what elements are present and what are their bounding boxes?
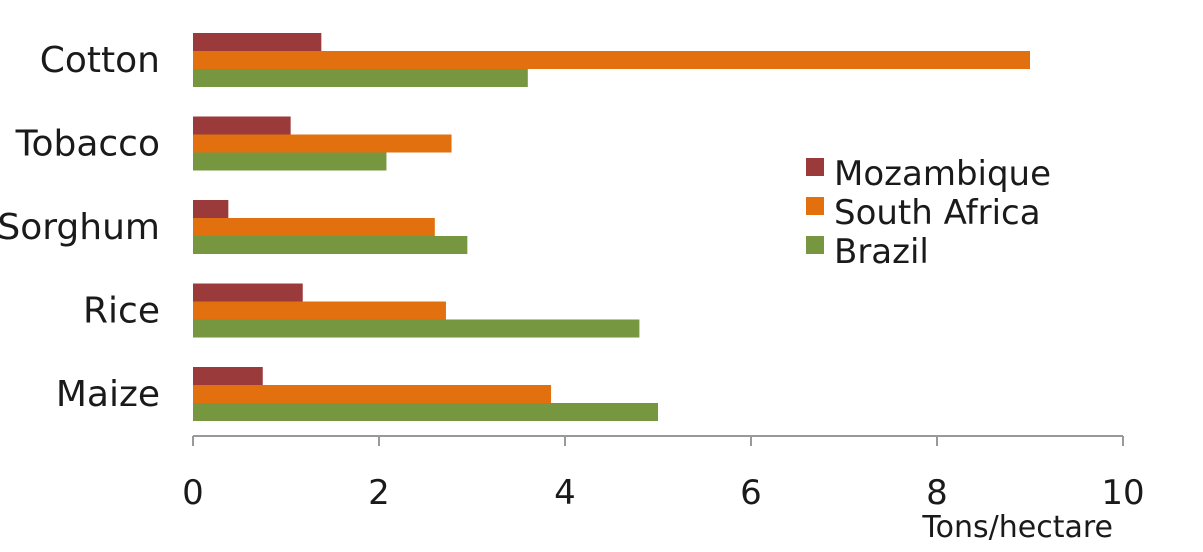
x-tick-label: 2	[368, 473, 390, 513]
bar-sorghum-brazil	[193, 236, 468, 254]
x-tick-label: 6	[740, 473, 762, 513]
legend-label-brazil: Brazil	[834, 232, 929, 272]
x-axis-title: Tons/hectare	[921, 510, 1113, 545]
legend-label-south-africa: South Africa	[834, 193, 1041, 233]
bar-maize-south-africa	[193, 385, 552, 403]
bar-tobacco-brazil	[193, 152, 387, 171]
bar-sorghum-mozambique	[193, 200, 229, 218]
bar-cotton-brazil	[193, 69, 528, 87]
x-axis-ticks: 0 2 4 6 8 10	[182, 436, 1145, 513]
legend-swatch-mozambique	[806, 158, 824, 176]
x-tick-label: 10	[1101, 473, 1144, 513]
category-label-tobacco: Tobacco	[15, 124, 160, 165]
category-label-rice: Rice	[83, 291, 160, 332]
category-labels: Cotton Tobacco Sorghum Rice Maize	[0, 40, 160, 415]
x-tick-label: 0	[182, 473, 204, 513]
bar-cotton-mozambique	[193, 33, 322, 51]
bars-group	[193, 33, 1030, 421]
bar-rice-south-africa	[193, 301, 446, 320]
legend-label-mozambique: Mozambique	[834, 154, 1051, 194]
bar-maize-brazil	[193, 403, 658, 421]
category-label-sorghum: Sorghum	[0, 207, 160, 248]
bar-sorghum-south-africa	[193, 218, 435, 236]
bar-rice-brazil	[193, 319, 640, 338]
legend-swatch-south-africa	[806, 197, 824, 215]
x-tick-label: 8	[926, 473, 948, 513]
bar-rice-mozambique	[193, 283, 303, 302]
bar-cotton-south-africa	[193, 51, 1030, 69]
bar-tobacco-mozambique	[193, 116, 291, 135]
bar-tobacco-south-africa	[193, 134, 452, 153]
category-label-cotton: Cotton	[40, 40, 160, 81]
x-tick-label: 4	[554, 473, 576, 513]
category-label-maize: Maize	[56, 374, 160, 415]
legend-swatch-brazil	[806, 236, 824, 254]
bar-maize-mozambique	[193, 367, 263, 385]
